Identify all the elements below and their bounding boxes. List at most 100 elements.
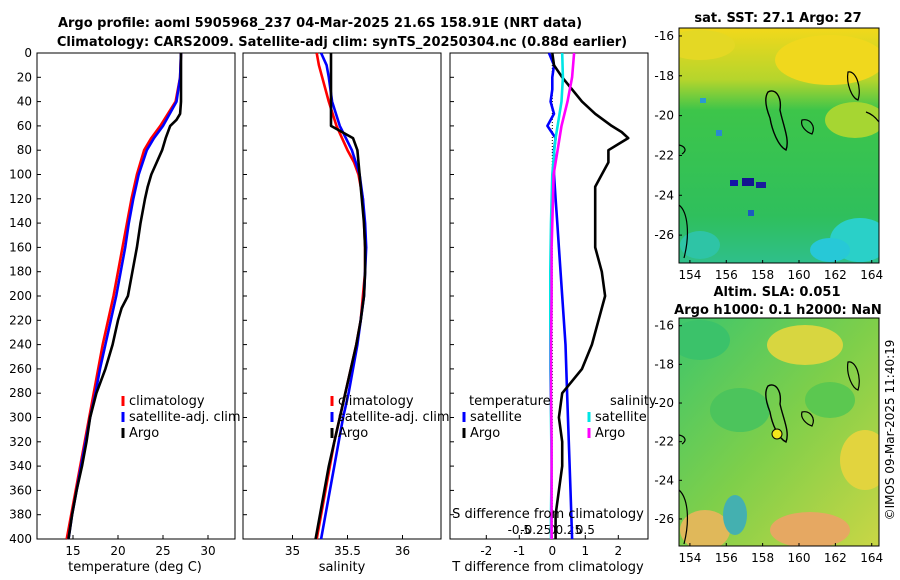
y-tick-label: 40	[17, 95, 32, 109]
y-tick-label: 0	[24, 46, 32, 60]
sst-warm-patch	[775, 35, 879, 85]
secondary-x-tick-label: 0.5	[576, 523, 595, 537]
x-tick-label: 1	[581, 544, 589, 558]
map-x-tick-label: 158	[751, 268, 774, 282]
legend-temperature-heading: temperature	[469, 394, 551, 409]
secondary-x-tick-label: -0.25	[520, 523, 551, 537]
secondary-x-tick-label: 0.25	[555, 523, 582, 537]
y-tick-label: 340	[9, 459, 32, 473]
difference-legend: temperature satellite Argo salinity sate…	[462, 394, 657, 441]
x-tick-label: -2	[480, 544, 492, 558]
map-y-tick-label: -24	[654, 188, 674, 202]
sst-cold-pixel	[730, 180, 738, 186]
y-tick-label: 400	[9, 532, 32, 546]
legend-t-satellite: satellite	[470, 410, 522, 425]
sla-high-patch	[840, 430, 879, 490]
y-tick-label: 380	[9, 508, 32, 522]
secondary-x-tick-label: -0.5	[508, 523, 531, 537]
coastline	[679, 489, 689, 545]
map-y-tick-label: -18	[654, 357, 674, 371]
y-tick-label: 120	[9, 192, 32, 206]
x-tick-label: 15	[65, 544, 80, 558]
sla-map-frame	[678, 317, 880, 547]
map-y-tick-label: -26	[654, 228, 674, 242]
sla-high-patch	[770, 512, 850, 546]
coastline	[679, 434, 686, 445]
plot-frame	[449, 52, 649, 540]
temperature-panel: 0 20 40 60 80 100 120 140 160 180 200 220 240 260 280 3…	[9, 46, 236, 558]
temperature-xlabel: temperature (deg C)	[68, 560, 202, 575]
map-y-tick-label: -22	[654, 148, 674, 162]
legend-climatology: climatology	[129, 394, 205, 409]
legend-salinity-heading: salinity	[610, 394, 657, 409]
legend-s-satellite: satellite	[595, 410, 647, 425]
map-y-tick-label: -26	[654, 512, 674, 526]
map-x-tick-label: 158	[751, 551, 774, 565]
coastline	[765, 384, 788, 443]
map-x-tick-label: 164	[860, 551, 883, 565]
y-tick-label: 200	[9, 289, 32, 303]
difference-secondary-xlabel: S difference from climatology	[452, 507, 644, 522]
map-y-tick-label: -24	[654, 473, 674, 487]
legend-satellite: satellite-adj. clim	[129, 410, 241, 425]
sst-cold-pixel	[742, 178, 754, 186]
sla-low-patch	[723, 495, 747, 535]
map-x-tick-label: 156	[715, 268, 738, 282]
sst-map-axes: 154 156 158 160 162 164 -16 -18 -20 -22 -24 -26	[654, 29, 883, 282]
y-tick-label: 240	[9, 338, 32, 352]
legend-argo: Argo	[129, 426, 159, 441]
map-x-tick-label: 162	[824, 551, 847, 565]
coastline	[801, 119, 814, 135]
legend-climatology: climatology	[338, 394, 414, 409]
salinity-legend: climatology satellite-adj. clim Argo	[330, 394, 450, 441]
y-tick-label: 260	[9, 362, 32, 376]
sla-high-patch	[680, 510, 730, 546]
map-x-tick-label: 154	[678, 551, 701, 565]
sla-low-patch	[805, 382, 855, 418]
y-tick-label: 60	[17, 119, 32, 133]
sst-map-frame	[678, 27, 880, 264]
sla-map-title-line2: Argo h1000: 0.1 h2000: NaN	[674, 303, 882, 318]
sst-cold-pixel	[748, 210, 754, 216]
x-tick-label: 36	[395, 544, 410, 558]
coastline	[679, 204, 689, 259]
y-tick-label: 360	[9, 483, 32, 497]
map-x-tick-label: 160	[788, 268, 811, 282]
map-y-tick-label: -16	[654, 319, 674, 333]
map-x-tick-label: 154	[678, 268, 701, 282]
map-y-tick-label: -20	[654, 396, 674, 410]
figure-title-line2: Climatology: CARS2009. Satellite-adj cli…	[57, 35, 627, 50]
sst-cool-patch	[680, 231, 720, 259]
sst-warm-patch	[679, 30, 735, 60]
y-tick-label: 140	[9, 216, 32, 230]
x-tick-label: -1	[513, 544, 525, 558]
salinity-panel: 35 35.5 36	[242, 52, 442, 558]
y-tick-label: 280	[9, 386, 32, 400]
series-line-temperature-argo	[551, 52, 630, 539]
plot-frame	[242, 52, 442, 540]
map-y-tick-label: -18	[654, 69, 674, 83]
sst-map-title: sat. SST: 27.1 Argo: 27	[694, 11, 861, 26]
x-tick-label: 2	[614, 544, 622, 558]
coastline	[801, 411, 814, 427]
sla-map-title-line1: Altim. SLA: 0.051	[714, 285, 841, 300]
x-tick-label: 25	[155, 544, 170, 558]
sla-high-patch	[767, 325, 843, 365]
plot-frame	[36, 52, 236, 540]
sst-cool-patch	[810, 238, 850, 262]
sla-low-patch	[710, 388, 770, 432]
coastline	[679, 144, 686, 155]
series-line-argo	[67, 53, 183, 540]
sla-map-image	[679, 318, 879, 546]
x-tick-label: 35	[285, 544, 300, 558]
y-tick-label: 160	[9, 240, 32, 254]
sst-cold-pixel	[756, 182, 766, 188]
coastline	[765, 90, 788, 151]
legend-satellite: satellite-adj. clim	[338, 410, 450, 425]
x-tick-label: 0	[548, 544, 556, 558]
x-tick-label: 20	[110, 544, 125, 558]
sst-warm-patch	[825, 102, 879, 138]
y-tick-label: 100	[9, 168, 32, 182]
sla-map-axes: 154 156 158 160 162 164 -16 -18 -20 -22 -24 -26	[654, 319, 883, 565]
